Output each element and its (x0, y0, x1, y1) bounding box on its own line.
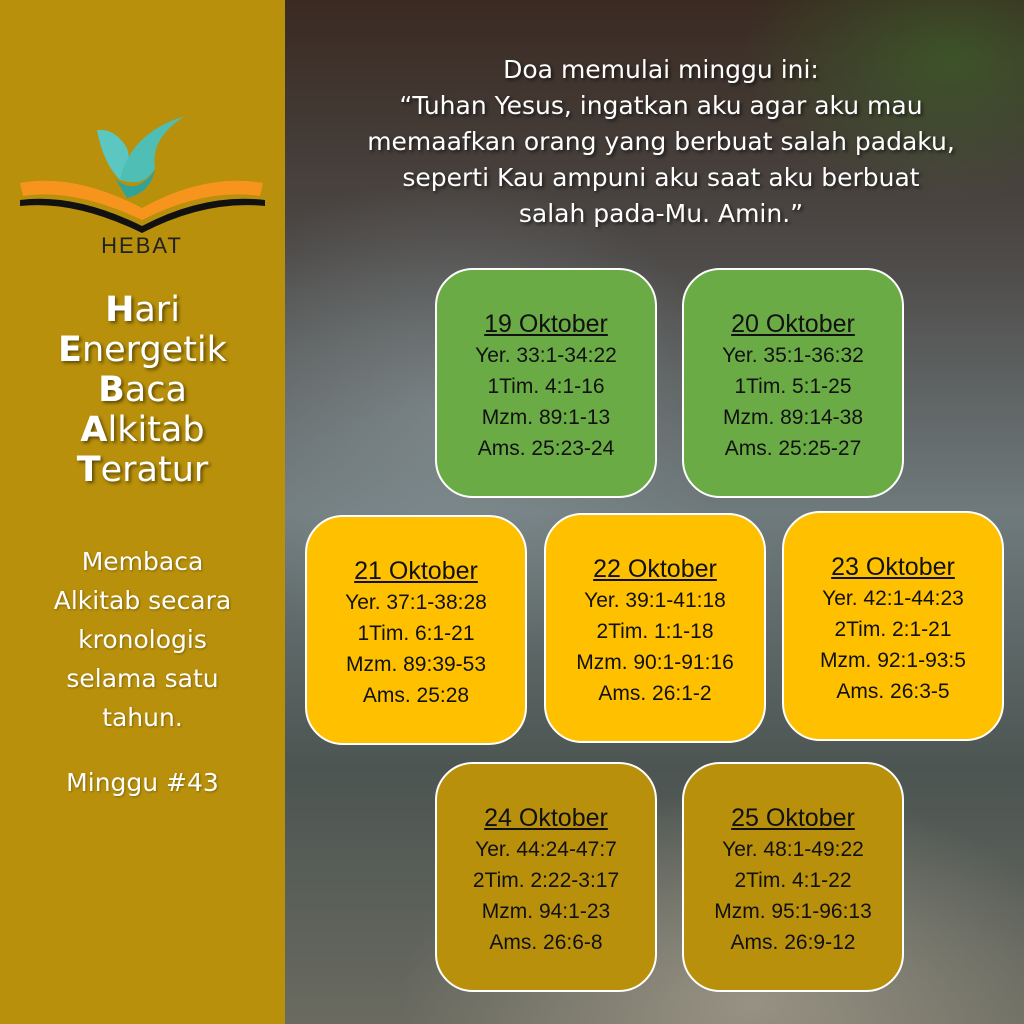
reading-reference: Ams. 25:23-24 (477, 437, 615, 460)
description-line: selama satu (66, 664, 219, 693)
reading-reference: 1Tim. 5:1-25 (734, 375, 852, 398)
reading-reference: 1Tim. 6:1-21 (357, 622, 475, 645)
reading-reference: Yer. 42:1-44:23 (822, 587, 964, 610)
reading-reference: 2Tim. 1:1-18 (596, 620, 714, 643)
acronym-title: Hari Energetik Baca Alkitab Teratur (0, 290, 285, 490)
prayer-line: salah pada-Mu. Amin.” (518, 199, 804, 228)
weekly-prayer: Doa memulai minggu ini: “Tuhan Yesus, in… (300, 52, 1022, 232)
description-line: kronologis (78, 625, 207, 654)
prayer-line: “Tuhan Yesus, ingatkan aku agar aku mau (399, 91, 923, 120)
prayer-line: Doa memulai minggu ini: (503, 55, 819, 84)
reading-reference: 2Tim. 2:1-21 (834, 618, 952, 641)
reading-reference: Ams. 26:1-2 (598, 682, 712, 705)
prayer-line: memaafkan orang yang berbuat salah padak… (367, 127, 955, 156)
reading-reference: Mzm. 90:1-91:16 (576, 651, 734, 674)
svg-text:HEBAT: HEBAT (101, 233, 183, 258)
description: Membaca Alkitab secara kronologis selama… (0, 542, 285, 737)
acronym-line: Alkitab (80, 410, 205, 450)
acronym-line: Baca (98, 370, 187, 410)
week-label: Minggu #43 (66, 768, 219, 797)
reading-reference: 1Tim. 4:1-16 (487, 375, 605, 398)
day-date: 23 Oktober (831, 553, 955, 581)
reading-reference: Yer. 33:1-34:22 (475, 344, 617, 367)
reading-reference: Mzm. 92:1-93:5 (820, 649, 966, 672)
description-line: Alkitab secara (53, 586, 232, 615)
reading-reference: Yer. 44:24-47:7 (475, 838, 617, 861)
day-card: 19 Oktober Yer. 33:1-34:22 1Tim. 4:1-16 Mzm… (435, 268, 657, 498)
day-card: 20 Oktober Yer. 35:1-36:32 1Tim. 5:1-25 Mzm… (682, 268, 904, 498)
day-date: 20 Oktober (731, 310, 855, 338)
acronym-line: Teratur (76, 450, 209, 490)
sidebar: HEBAT Hari Energetik Baca Alkitab Teratu… (0, 0, 285, 1024)
day-date: 22 Oktober (593, 555, 717, 583)
reading-reference: Mzm. 89:14-38 (722, 406, 864, 429)
reading-reference: Mzm. 89:39-53 (345, 653, 487, 676)
hebat-logo: HEBAT (20, 116, 265, 258)
reading-reference: 2Tim. 2:22-3:17 (472, 869, 620, 892)
day-date: 25 Oktober (731, 804, 855, 832)
reading-reference: Yer. 35:1-36:32 (722, 344, 864, 367)
acronym-line: Energetik (58, 330, 227, 370)
day-card: 21 Oktober Yer. 37:1-38:28 1Tim. 6:1-21 Mzm… (305, 515, 527, 745)
day-card: 25 Oktober Yer. 48:1-49:22 2Tim. 4:1-22 Mzm… (682, 762, 904, 992)
description-line: Membaca (81, 547, 204, 576)
reading-reference: Yer. 37:1-38:28 (345, 591, 487, 614)
day-card: 23 Oktober Yer. 42:1-44:23 2Tim. 2:1-21 Mzm… (782, 511, 1004, 741)
reading-reference: Ams. 26:3-5 (836, 680, 950, 703)
reading-reference: 2Tim. 4:1-22 (734, 869, 852, 892)
day-card: 22 Oktober Yer. 39:1-41:18 2Tim. 1:1-18 Mzm… (544, 513, 766, 743)
acronym-line: Hari (105, 290, 180, 330)
reading-reference: Yer. 39:1-41:18 (584, 589, 726, 612)
prayer-line: seperti Kau ampuni aku saat aku berbuat (402, 163, 920, 192)
day-date: 21 Oktober (354, 557, 478, 585)
reading-reference: Mzm. 94:1-23 (481, 900, 611, 923)
reading-reference: Mzm. 89:1-13 (481, 406, 611, 429)
reading-reference: Ams. 26:9-12 (730, 931, 856, 954)
reading-reference: Ams. 25:28 (362, 684, 470, 707)
reading-reference: Yer. 48:1-49:22 (722, 838, 864, 861)
reading-reference: Ams. 25:25-27 (724, 437, 862, 460)
reading-reference: Ams. 26:6-8 (489, 931, 603, 954)
day-date: 19 Oktober (484, 310, 608, 338)
day-card: 24 Oktober Yer. 44:24-47:7 2Tim. 2:22-3:17… (435, 762, 657, 992)
day-date: 24 Oktober (484, 804, 608, 832)
description-line: tahun. (102, 703, 183, 732)
reading-reference: Mzm. 95:1-96:13 (714, 900, 872, 923)
